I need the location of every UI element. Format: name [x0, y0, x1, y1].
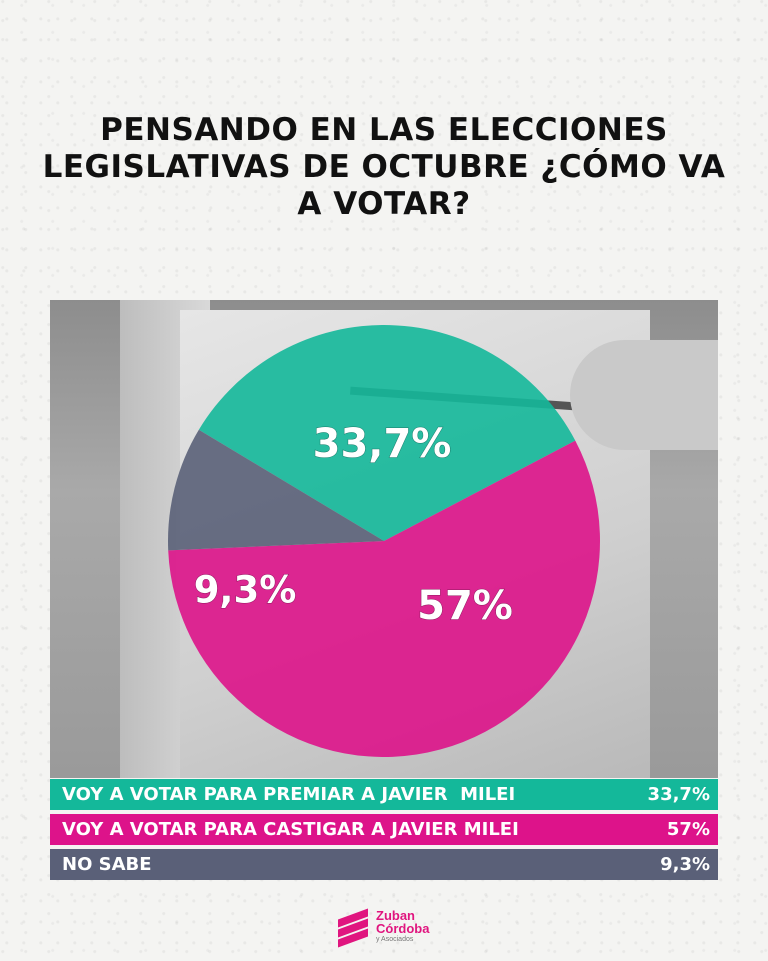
legend-value: 9,3%	[660, 854, 710, 875]
zuban-cordoba-logo: Zuban Córdoba y Asociados	[338, 904, 438, 948]
logo-line2: Córdoba	[376, 920, 430, 936]
zc-stripes-icon	[338, 908, 370, 948]
logo-line1: Zuban	[376, 907, 415, 923]
legend-value: 33,7%	[647, 784, 710, 805]
pie-data-label-1: 33,7%	[313, 421, 452, 467]
legend-label: NO SABE	[62, 854, 152, 875]
chart-title: PENSANDO EN LAS ELECCIONES LEGISLATIVAS …	[42, 112, 726, 222]
pie-slice-1	[198, 325, 576, 541]
legend-row-1: VOY A VOTAR PARA PREMIAR A JAVIER MILEI 3…	[50, 779, 718, 810]
legend: VOY A VOTAR PARA PREMIAR A JAVIER MILEI 3…	[50, 779, 718, 884]
legend-label: VOY A VOTAR PARA CASTIGAR A JAVIER MILEI	[62, 819, 519, 840]
legend-label: VOY A VOTAR PARA PREMIAR A JAVIER MILEI	[62, 784, 516, 805]
pie-chart: 33,7% 57% 9,3%	[168, 325, 600, 757]
pie-data-label-2: 57%	[417, 583, 513, 629]
pie-data-label-3: 9,3%	[194, 569, 297, 612]
legend-row-3: NO SABE 9,3%	[50, 849, 718, 880]
photo-hand	[570, 340, 718, 450]
legend-row-2: VOY A VOTAR PARA CASTIGAR A JAVIER MILEI…	[50, 814, 718, 845]
logo-line3: y Asociados	[376, 935, 414, 943]
pie-slice-3	[168, 429, 384, 551]
ballot-box-photo: 33,7% 57% 9,3%	[50, 300, 718, 778]
legend-value: 57%	[666, 819, 710, 840]
pie-slice-2	[168, 440, 600, 757]
